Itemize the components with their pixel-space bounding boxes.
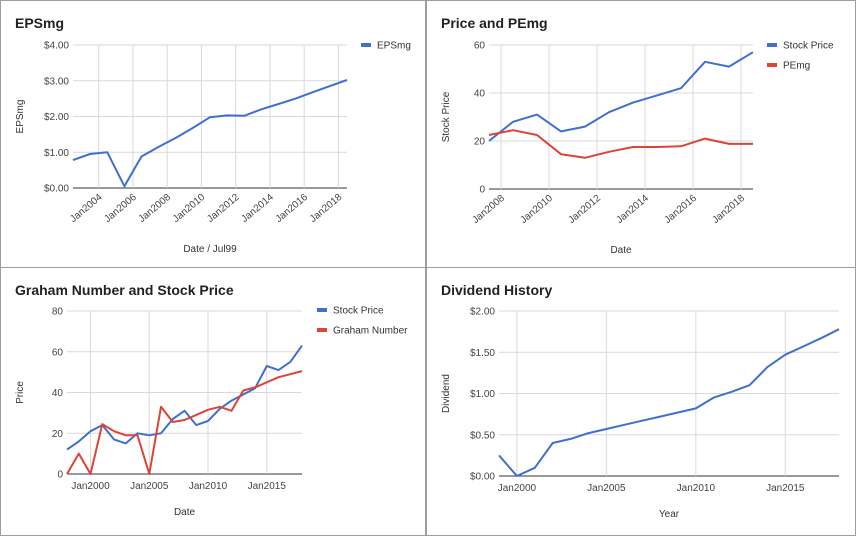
x-tick-label: Jan2012 [566,193,603,226]
y-axis-label: Dividend [441,374,452,413]
legend-swatch [767,63,777,67]
chart-epsmg: EPSmg$0.00$1.00$2.00$3.00$4.00Jan2004Jan… [15,15,411,255]
x-tick-label: Jan2015 [766,483,805,494]
legend-swatch [361,43,371,47]
x-tick-label: Jan2012 [205,192,242,225]
x-tick-label: Jan2014 [239,192,276,225]
y-tick-label: 0 [57,470,63,481]
x-tick-label: Jan2016 [274,192,311,225]
y-tick-label: 60 [474,41,486,52]
x-tick-label: Jan2000 [71,481,110,492]
x-tick-label: Jan2000 [498,483,537,494]
x-tick-label: Jan2010 [189,481,228,492]
panel-graham: Graham Number and Stock Price 0 20 40 60 80 Ja… [0,267,426,536]
y-tick-label: $0.00 [44,184,69,195]
legend-label: EPSmg [377,41,411,52]
panel-price-pemg: Price and PEmg 0 20 40 60 Jan2008 Jan2010 Jan20… [426,0,856,268]
y-tick-label: $4.00 [44,41,69,52]
chart-price-pemg: Price and PEmg 0 20 40 60 Jan2008 Jan2010 Jan20… [441,15,834,256]
series-line-0 [66,345,303,451]
series-line-0 [488,51,754,142]
legend-swatch [317,308,327,312]
x-tick-label: Jan2004 [68,192,105,225]
legend-label: PEmg [783,61,810,72]
y-tick-label: $3.00 [44,76,69,87]
chart-dividend: Dividend History $0.00 $0.50 $1.00 $1.50 $2.0… [441,282,840,520]
x-tick-label: Jan2010 [171,192,208,225]
x-axis-label: Year [659,509,680,520]
series-line-0 [72,79,348,188]
series-line-0 [498,328,840,477]
legend-swatch [767,43,777,47]
series-line-1 [488,129,753,159]
y-axis-label: EPSmg [15,100,26,134]
y-tick-label: $1.00 [470,389,495,400]
chart-title: Price and PEmg [441,15,548,31]
x-tick-label: Jan2005 [130,481,169,492]
x-tick-label: Jan2018 [710,193,747,226]
y-tick-label: $1.50 [470,348,495,359]
y-tick-label: 40 [474,89,486,100]
x-tick-label: Jan2016 [662,193,699,226]
x-tick-label: Jan2008 [470,193,507,226]
y-axis-label: Stock Price [441,91,452,142]
series-line-1 [66,370,303,475]
legend-label: Graham Number [333,326,408,337]
x-axis-label: Date / Jul99 [183,244,237,255]
y-tick-label: 0 [479,185,485,196]
y-tick-label: $2.00 [44,112,69,123]
x-tick-label: Jan2006 [102,192,139,225]
y-tick-label: $0.50 [470,430,495,441]
y-tick-label: $0.00 [470,472,495,483]
y-tick-label: 40 [52,388,64,399]
x-tick-label: Jan2008 [137,192,174,225]
x-tick-label: Jan2018 [308,192,345,225]
panel-epsmg: EPSmg $0.00 $1.00 $2.00 $3.00 $4.00 Jan2004 Jan… [0,0,426,268]
x-axis-label: Date [610,245,632,256]
y-tick-label: $2.00 [470,307,495,318]
x-tick-label: Jan2014 [614,193,651,226]
x-axis-label: Date [174,507,196,518]
chart-graham: Graham Number and Stock Price 0 20 40 60 80 Ja… [15,282,408,518]
legend-label: Stock Price [783,41,834,52]
x-tick-label: Jan2005 [587,483,626,494]
x-tick-label: Jan2010 [677,483,716,494]
y-tick-label: $1.00 [44,148,69,159]
chart-title: EPSmg [15,15,64,31]
y-tick-label: 20 [474,137,486,148]
x-tick-label: Jan2015 [248,481,287,492]
chart-title: Graham Number and Stock Price [15,282,234,298]
panel-dividend: Dividend History $0.00 $0.50 $1.00 $1.50 $2.0… [426,267,856,536]
legend-label: Stock Price [333,306,384,317]
y-tick-label: 60 [52,347,64,358]
chart-title: Dividend History [441,282,552,298]
y-axis-label: Price [15,381,26,404]
x-tick-label: Jan2010 [518,193,555,226]
y-tick-label: 20 [52,429,64,440]
y-tick-label: 80 [52,307,64,318]
legend-swatch [317,328,327,332]
